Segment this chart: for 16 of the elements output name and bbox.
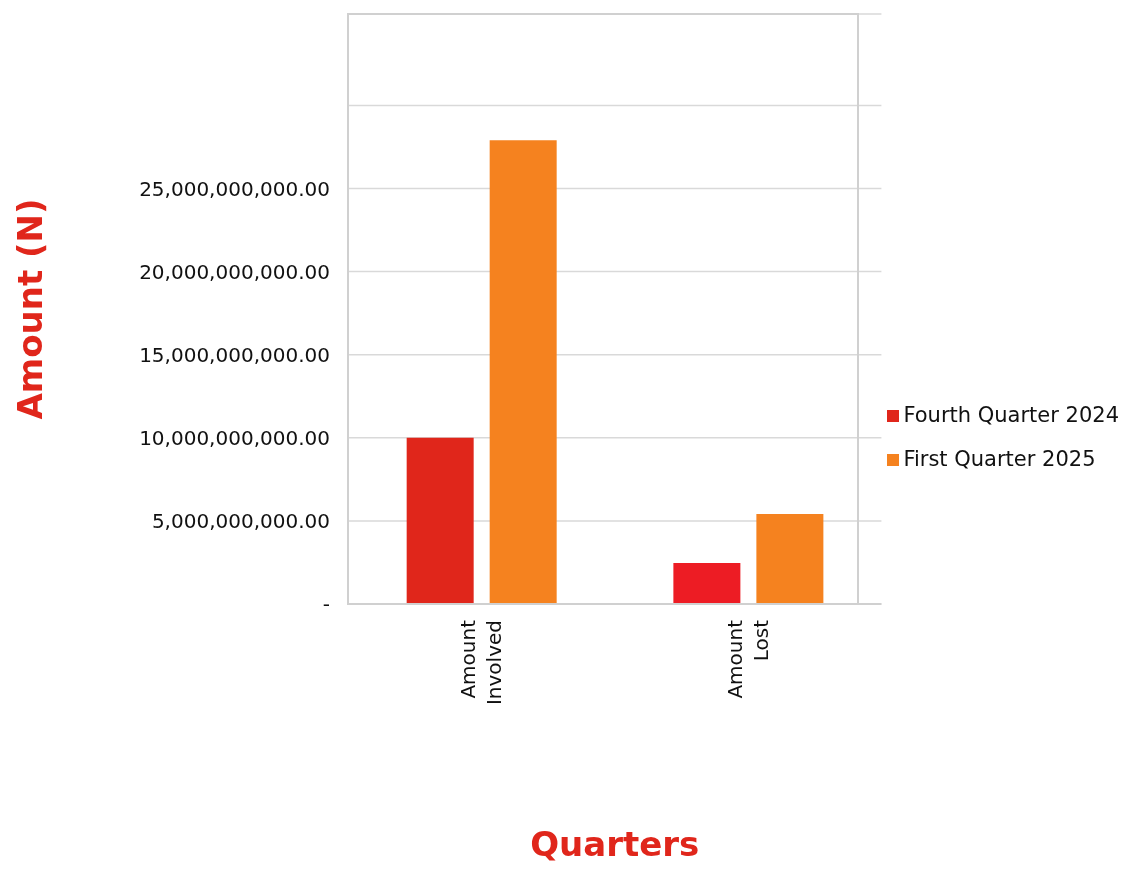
y-tick-label: - <box>322 592 330 617</box>
x-axis-title: Quarters <box>530 824 700 864</box>
legend-label: Fourth Quarter 2024 <box>903 403 1119 427</box>
x-tick-label: Amount Involved <box>456 619 507 706</box>
x-tick-label: Amount Lost <box>723 619 774 699</box>
bar <box>756 513 824 604</box>
legend-label: First Quarter 2025 <box>903 447 1096 471</box>
bar <box>673 562 741 604</box>
bar <box>406 437 474 604</box>
bar <box>489 140 557 604</box>
y-tick-label: 10,000,000,000.00 <box>139 425 330 450</box>
y-tick-label: 20,000,000,000.00 <box>139 259 330 284</box>
y-axis-title: Amount (N) <box>10 198 51 420</box>
y-tick-label: 15,000,000,000.00 <box>139 342 330 367</box>
y-tick-label: 5,000,000,000.00 <box>151 509 330 533</box>
y-tick-label: 25,000,000,000.00 <box>139 176 330 201</box>
